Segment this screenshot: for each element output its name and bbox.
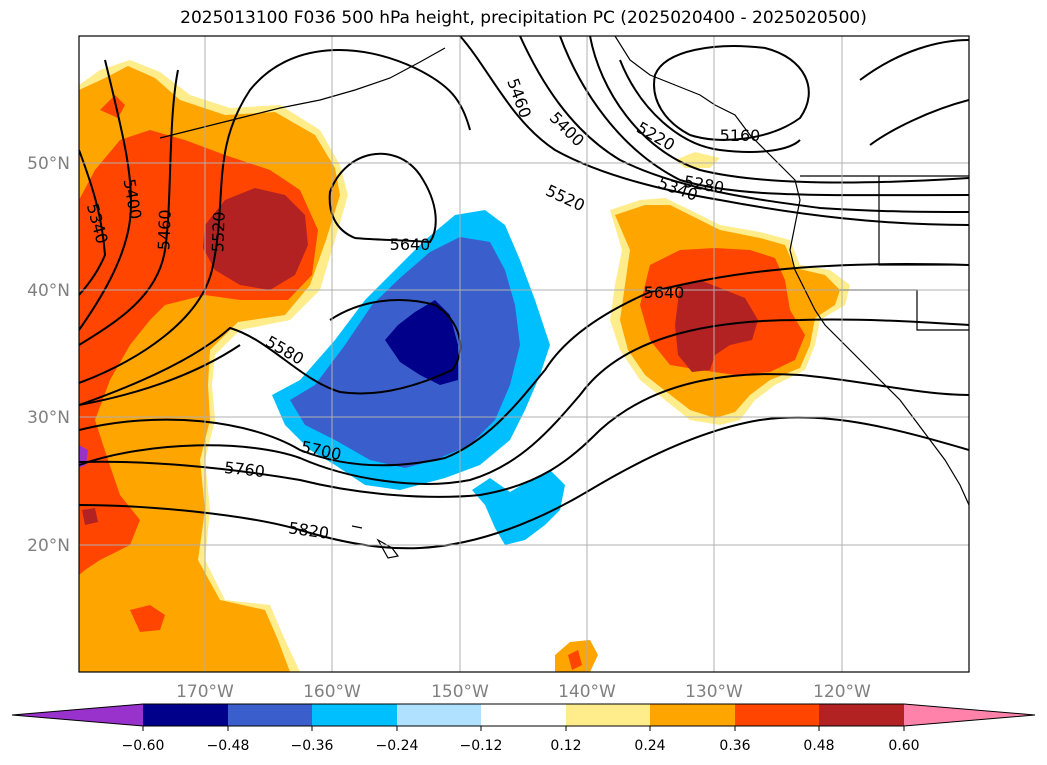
map-frame — [78, 35, 970, 673]
colorbar-segment — [481, 704, 566, 726]
contour-5160 — [653, 45, 810, 141]
lat-label-50n: 50°N — [27, 154, 70, 174]
contour-5460-east — [459, 36, 969, 226]
contour-5700 — [79, 318, 969, 485]
contour-label: 5520 — [208, 211, 228, 252]
contour-5280 — [589, 36, 969, 184]
contour-label: 5520 — [543, 181, 588, 215]
height-contours — [79, 36, 969, 550]
precip-east — [555, 152, 850, 672]
state-border-1 — [878, 176, 969, 266]
colorbar-segment — [312, 704, 397, 726]
contour-5760 — [79, 373, 969, 498]
precip-islands-lightblue-fill — [472, 470, 565, 545]
contour-label: 5820 — [287, 518, 330, 542]
precip-south-small-red-fill — [568, 650, 582, 670]
latitude-labels: 50°N 40°N 30°N 20°N — [27, 154, 70, 556]
lon-label-140w: 140°W — [558, 682, 616, 702]
contour-label: 5640 — [644, 283, 685, 302]
contour-5220 — [619, 59, 801, 153]
contour-5520-east — [869, 99, 969, 146]
colorbar-tick-label: −0.24 — [376, 738, 419, 754]
precip-sw-darkred-fill — [82, 508, 98, 525]
contour-label: 5160 — [720, 126, 761, 145]
north-america-coast — [714, 104, 969, 506]
hawaii-2 — [351, 525, 363, 529]
lon-label-150w: 150°W — [431, 682, 489, 702]
lat-label-40n: 40°N — [27, 281, 70, 301]
contour-5460-west — [79, 69, 179, 346]
colorbar-segment — [143, 704, 228, 726]
aleutians — [159, 47, 446, 139]
colorbar-segment — [397, 704, 481, 726]
contour-5640-west — [328, 152, 437, 244]
contour-label: 5580 — [262, 332, 307, 369]
precip-west-darkred-fill — [203, 188, 308, 290]
lat-label-20n: 20°N — [27, 536, 70, 556]
colorbar-segment — [735, 704, 819, 726]
precip-alaska-yellow-fill — [675, 152, 720, 168]
precip-north-red-fill — [100, 95, 125, 118]
longitude-labels: 170°W 160°W 150°W 140°W 130°W 120°W — [176, 682, 871, 702]
colorbar-tick-labels: −0.60 −0.48 −0.36 −0.24 −0.12 0.12 0.24 … — [122, 738, 920, 754]
colorbar-tick-label: −0.48 — [207, 738, 250, 754]
precip-south-red-fill — [130, 605, 165, 632]
contour-label: 5460 — [154, 209, 174, 250]
colorbar-segment — [819, 704, 904, 726]
lat-label-30n: 30°N — [27, 408, 70, 428]
precip-central-blue — [272, 210, 565, 545]
colorbar-ticks — [142, 726, 905, 731]
contour-5520-west — [79, 49, 471, 384]
map-title: 2025013100 F036 500 hPa height, precipit… — [180, 8, 867, 28]
hawaii-1 — [376, 538, 400, 559]
lon-label-170w: 170°W — [176, 682, 234, 702]
graticule — [79, 36, 969, 672]
precip-central-navy-fill — [385, 300, 458, 385]
alaska-coast — [614, 36, 716, 106]
contour-label: 5400 — [546, 108, 588, 150]
lon-label-130w: 130°W — [685, 682, 743, 702]
colorbar-tick-label: −0.36 — [291, 738, 334, 754]
colorbar: −0.60 −0.48 −0.36 −0.24 −0.12 0.12 0.24 … — [11, 703, 1036, 754]
precip-west-darkred — [82, 188, 308, 525]
colorbar-tick-label: 0.48 — [803, 738, 834, 754]
colorbar-tick-label: 0.60 — [888, 738, 919, 754]
contour-label: 5460 — [503, 76, 535, 121]
lon-label-160w: 160°W — [303, 682, 361, 702]
contour-5400-west — [79, 59, 133, 331]
colorbar-left-extension — [12, 704, 143, 726]
contour-label: 5640 — [390, 235, 431, 254]
colorbar-tick-label: 0.36 — [719, 738, 750, 754]
contour-5580 — [79, 299, 462, 406]
contour-5640-main — [79, 263, 969, 467]
contour-5340-east — [559, 36, 969, 197]
contour-5340-west — [79, 149, 107, 296]
contour-5400-east — [519, 36, 969, 213]
colorbar-tick-label: 0.12 — [550, 738, 581, 754]
colorbar-tick-label: −0.12 — [460, 738, 503, 754]
colorbar-segment — [228, 704, 312, 726]
map-plot-area: 5340 5400 5460 5520 5580 5640 5700 5760 … — [79, 36, 969, 672]
contour-5460-northeast — [859, 39, 969, 81]
colorbar-right-extension — [904, 704, 1035, 726]
contour-label: 5760 — [223, 458, 265, 481]
colorbar-tick-label: −0.60 — [122, 738, 165, 754]
colorbar-tick-label: 0.24 — [634, 738, 665, 754]
lon-label-120w: 120°W — [813, 682, 871, 702]
colorbar-segment — [650, 704, 735, 726]
colorbar-segment — [566, 704, 650, 726]
